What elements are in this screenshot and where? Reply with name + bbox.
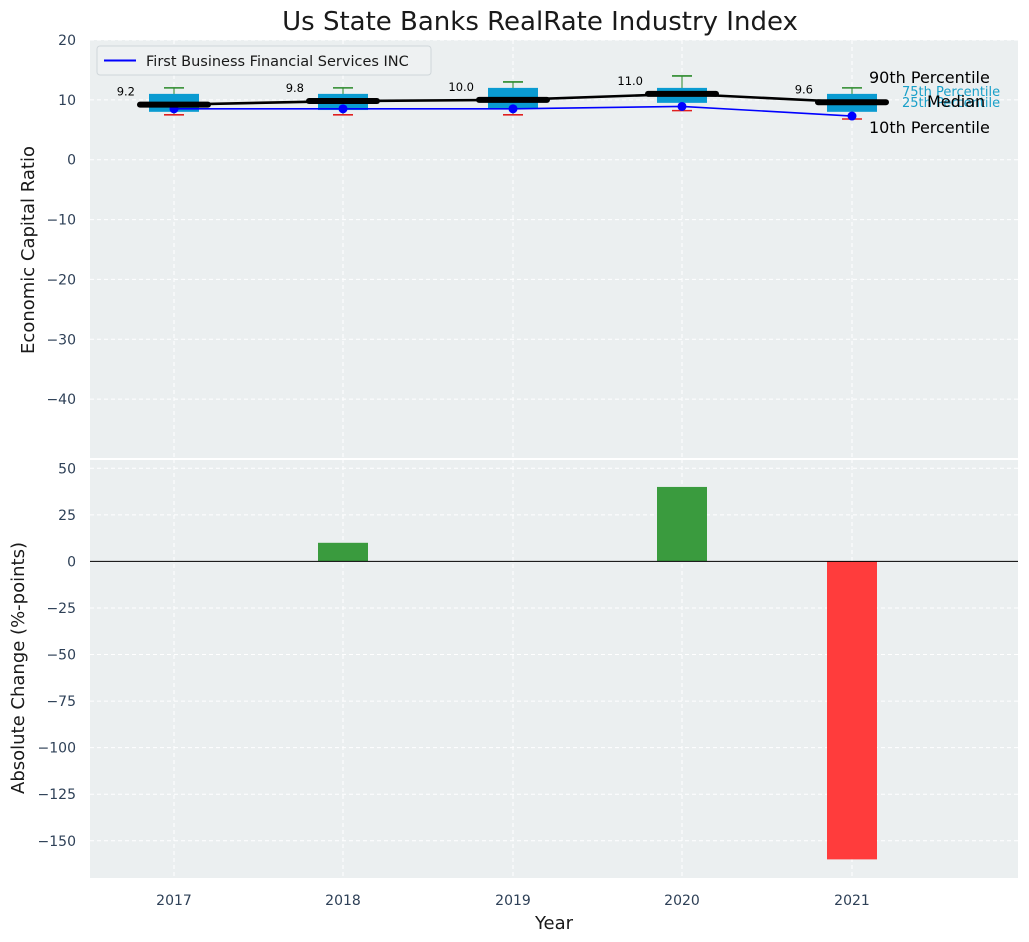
change-bar xyxy=(827,561,877,860)
median-value-label: 10.0 xyxy=(448,80,474,94)
company-series-point xyxy=(847,111,857,121)
median-value-label: 9.6 xyxy=(795,82,813,96)
top-y-tick-label: 10 xyxy=(58,93,76,109)
x-axis-label: Year xyxy=(534,913,574,934)
bottom-y-tick-label: 25 xyxy=(58,508,76,524)
top-y-tick-label: 20 xyxy=(58,33,76,49)
top-y-tick-label: −40 xyxy=(46,392,76,408)
annotation-75th-percentile: 75th Percentile xyxy=(902,85,1000,100)
legend: First Business Financial Services INC xyxy=(96,45,432,76)
annotation-10th-percentile: 10th Percentile xyxy=(869,118,990,137)
change-bar xyxy=(318,542,368,562)
bottom-y-tick-label: −100 xyxy=(38,741,76,757)
bottom-plot-area xyxy=(90,459,1018,878)
bottom-y-tick-label: 0 xyxy=(67,554,76,570)
change-bar xyxy=(657,486,707,562)
company-series-point xyxy=(508,104,518,114)
top-y-tick-label: −20 xyxy=(46,272,76,288)
x-tick-label: 2020 xyxy=(664,893,700,909)
bottom-y-tick-label: −50 xyxy=(46,648,76,664)
top-y-tick-label: 0 xyxy=(67,153,76,169)
bottom-y-tick-label: −150 xyxy=(38,834,76,850)
bottom-y-tick-label: 50 xyxy=(58,461,76,477)
x-tick-label: 2021 xyxy=(834,893,870,909)
top-y-tick-label: −30 xyxy=(46,332,76,348)
annotation-median: Median xyxy=(927,92,985,111)
bottom-y-tick-label: −25 xyxy=(46,601,76,617)
top-panel-economic-capital-ratio: 20 10 0 −10 −20 −30 −40 9.2 9.8 10.0 11.0 9.6 90th P… xyxy=(46,33,1018,459)
legend-box xyxy=(96,45,432,76)
chart-title: Us State Banks RealRate Industry Index xyxy=(282,7,798,37)
annotation-90th-percentile: 90th Percentile xyxy=(869,68,990,87)
legend-label: First Business Financial Services INC xyxy=(146,54,409,70)
top-y-axis-label: Economic Capital Ratio xyxy=(18,146,39,354)
bottom-panel-absolute-change: 50 25 0 −25 −50 −75 −100 −125 −150 2017 2018 2019 20… xyxy=(38,458,1018,909)
x-tick-label: 2018 xyxy=(325,893,361,909)
median-value-label: 9.8 xyxy=(286,81,304,95)
company-series-point xyxy=(338,104,348,114)
x-tick-label: 2017 xyxy=(156,893,192,909)
x-tick-label: 2019 xyxy=(495,893,531,909)
bottom-y-tick-label: −75 xyxy=(46,694,76,710)
annotation-25th-percentile: 25th Percentile xyxy=(902,96,1000,111)
median-value-label: 9.2 xyxy=(117,85,135,99)
median-value-label: 11.0 xyxy=(617,74,643,88)
bottom-y-axis-label: Absolute Change (%-points) xyxy=(8,542,29,794)
company-series-point xyxy=(677,101,687,111)
top-y-tick-label: −10 xyxy=(46,213,76,229)
bottom-y-tick-label: −125 xyxy=(38,787,76,803)
